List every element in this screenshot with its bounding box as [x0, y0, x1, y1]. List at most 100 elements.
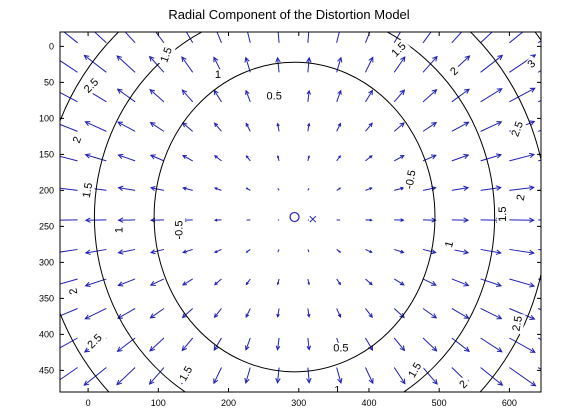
field-arrow	[275, 56, 281, 73]
field-arrow	[336, 278, 341, 286]
field-arrow	[451, 248, 470, 255]
x-tick-label: 0	[86, 398, 91, 408]
field-arrow	[276, 122, 280, 132]
y-tick-label: 350	[39, 293, 54, 303]
field-arrow	[306, 308, 311, 318]
field-arrow	[149, 121, 165, 132]
contour-label: 3	[523, 55, 541, 73]
field-arrow	[213, 187, 222, 191]
field-arrow	[365, 367, 374, 385]
field-arrow	[307, 155, 310, 161]
field-arrow	[537, 367, 541, 370]
y-tick-label: 50	[44, 77, 54, 87]
field-arrow	[451, 278, 470, 287]
svg-text:2: 2	[68, 287, 81, 295]
field-arrow	[480, 308, 503, 320]
field-arrow	[84, 308, 107, 320]
field-arrow	[181, 89, 194, 103]
field-arrow	[509, 308, 536, 320]
y-tick-label: 200	[39, 185, 54, 195]
field-arrow	[509, 152, 536, 162]
field-arrow	[480, 248, 502, 255]
svg-text:1.5: 1.5	[497, 207, 509, 222]
field-arrow	[422, 248, 437, 255]
field-arrow	[116, 367, 136, 386]
field-arrow	[60, 123, 78, 132]
y-axis: 0 50 100 150 200 250 300 350 400 450	[39, 41, 541, 375]
field-arrow	[393, 56, 406, 73]
center-markers	[289, 211, 317, 223]
y-tick-label: 400	[39, 329, 54, 339]
contour-line	[60, 32, 541, 392]
field-arrow	[509, 185, 535, 191]
field-arrow	[422, 308, 438, 319]
field-arrow	[422, 55, 438, 73]
field-arrow	[422, 337, 438, 352]
contour-label: -0.5	[173, 217, 186, 243]
contour-label: 1	[114, 224, 126, 236]
contour-label: 1.5	[387, 38, 411, 62]
field-arrow	[509, 337, 536, 353]
field-arrow	[365, 278, 373, 286]
field-arrow	[84, 121, 107, 132]
field-arrow	[185, 32, 194, 44]
y-tick-label: 0	[49, 41, 54, 51]
field-arrow	[537, 70, 541, 73]
field-arrow	[213, 248, 222, 253]
svg-text:2: 2	[515, 194, 528, 202]
field-arrow	[336, 89, 342, 103]
contour-line	[153, 61, 436, 373]
field-arrow	[60, 308, 78, 317]
field-arrow	[149, 154, 165, 162]
field-arrow	[245, 278, 251, 286]
principal-point-marker	[289, 211, 300, 223]
field-arrow	[245, 308, 251, 318]
field-arrow	[365, 122, 373, 132]
y-tick: 400	[39, 329, 541, 339]
field-arrow	[336, 122, 342, 132]
field-arrow	[60, 187, 78, 191]
x-tick-label: 500	[432, 398, 447, 408]
field-arrow	[117, 308, 136, 319]
x-tick: 300	[291, 32, 306, 408]
image-center-marker	[309, 215, 317, 223]
contour-label: 2.5	[510, 312, 526, 335]
contour-label: 0.5	[330, 343, 351, 355]
field-arrow	[307, 278, 310, 286]
field-arrow	[84, 278, 107, 288]
field-arrow	[336, 155, 342, 162]
contour-label: 1.5	[405, 358, 426, 383]
field-arrow	[116, 88, 136, 103]
field-arrow	[537, 99, 541, 103]
svg-text:-0.5: -0.5	[173, 221, 185, 240]
field-arrow	[244, 337, 251, 351]
field-arrow	[275, 367, 281, 384]
y-tick: 200	[39, 185, 541, 195]
field-arrow	[451, 185, 470, 192]
field-arrow	[393, 367, 406, 385]
field-arrow	[538, 278, 541, 281]
field-arrow	[84, 248, 107, 255]
x-tick: 400	[361, 32, 376, 408]
field-arrow	[276, 155, 280, 162]
field-arrow	[538, 129, 541, 132]
field-arrow	[245, 89, 251, 103]
field-arrow	[480, 153, 503, 162]
field-arrow	[60, 278, 78, 285]
field-arrow	[148, 55, 165, 73]
field-arrow	[277, 249, 280, 253]
field-arrow	[60, 248, 78, 253]
y-tick: 450	[39, 365, 541, 375]
field-arrow	[181, 337, 194, 352]
field-arrow	[365, 56, 374, 73]
field-arrow	[422, 367, 438, 385]
y-tick-label: 450	[39, 365, 54, 375]
field-arrow	[245, 187, 251, 191]
field-arrow	[275, 337, 281, 351]
contour-label: 1.5	[80, 179, 96, 202]
field-arrow	[365, 187, 373, 191]
svg-text:0.5: 0.5	[333, 343, 348, 355]
field-arrow	[394, 248, 405, 254]
